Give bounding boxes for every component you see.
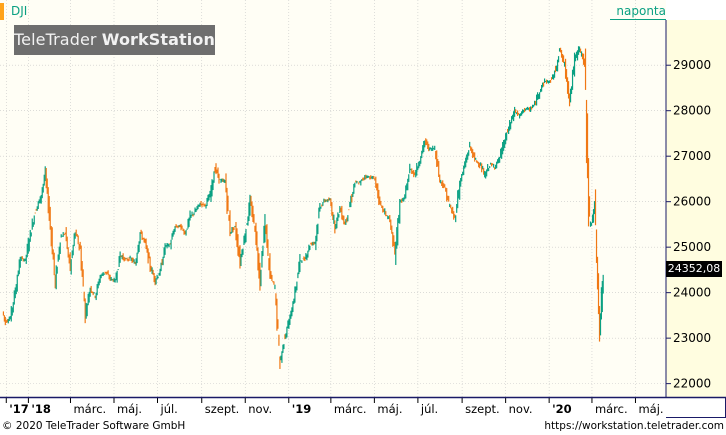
y-tick-label: 24000 <box>673 286 711 300</box>
x-tick-label: nov. <box>509 402 533 416</box>
x-tick-label: szept. <box>205 402 240 416</box>
y-tick-label: 25000 <box>673 240 711 254</box>
copyright-text: © 2020 TeleTrader Software GmbH <box>2 420 186 432</box>
x-tick-label: márc. <box>595 402 628 416</box>
y-tick-label: 23000 <box>673 331 711 345</box>
y-tick-label: 22000 <box>673 377 711 391</box>
axis-background <box>666 20 726 397</box>
symbol-label[interactable]: DJI <box>0 3 27 20</box>
y-tick-label: 26000 <box>673 195 711 209</box>
x-tick-label: márc. <box>73 402 106 416</box>
y-tick-label: 27000 <box>673 149 711 163</box>
source-url[interactable]: https://workstation.teletrader.com <box>544 420 724 432</box>
x-tick-label: júl. <box>160 402 178 416</box>
interval-label[interactable]: naponta <box>616 4 666 18</box>
brand-bold: WorkStation <box>101 30 215 49</box>
x-tick-label: júl. <box>420 402 438 416</box>
x-axis: '17'18 márc. máj. júl. szept. nov. '19 márc. máj… <box>5 398 664 416</box>
x-tick-label: szept. <box>465 402 500 416</box>
candlestick-series[interactable] <box>2 46 604 369</box>
x-tick-label: '17 <box>9 402 29 416</box>
x-tick-label: '20 <box>552 402 572 416</box>
x-tick-label: nov. <box>248 402 272 416</box>
last-price-badge: 24352,08 <box>666 261 722 277</box>
x-tick-label: '19 <box>292 402 312 416</box>
brand-watermark: TeleTrader WorkStation <box>14 25 215 55</box>
brand-regular: TeleTrader <box>14 30 102 49</box>
x-tick-label: máj. <box>377 402 402 416</box>
x-tick-label: máj. <box>117 402 142 416</box>
y-tick-label: 29000 <box>673 58 711 72</box>
x-tick-label: '18 <box>31 402 51 416</box>
x-tick-label: márc. <box>334 402 367 416</box>
y-axis: 22000 23000 24000 25000 26000 27000 28000 29000 <box>666 58 711 391</box>
y-tick-label: 28000 <box>673 104 711 118</box>
x-tick-label: máj. <box>638 402 663 416</box>
gridlines <box>0 0 666 397</box>
